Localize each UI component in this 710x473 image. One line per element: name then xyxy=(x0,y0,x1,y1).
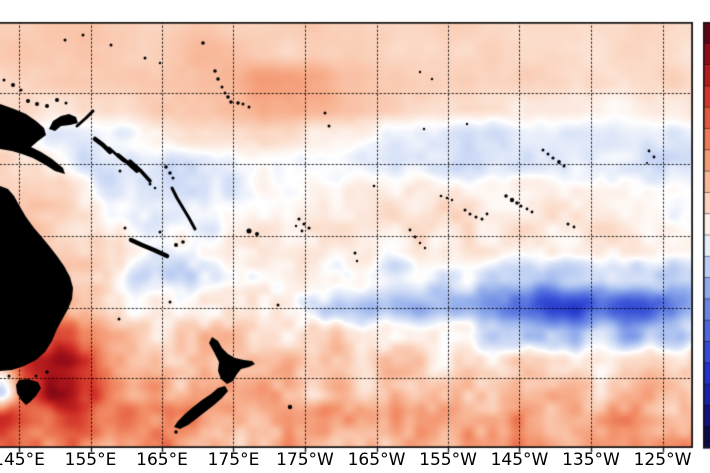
x-axis-tick-label: 145°E xyxy=(0,450,45,470)
x-axis-tick-label: 165°W xyxy=(347,450,406,470)
x-axis-tick-label: 175°E xyxy=(207,450,260,470)
x-axis-tick-label: 175°W xyxy=(276,450,334,470)
x-axis-tick-label: 125°W xyxy=(633,450,692,470)
x-axis-tick-label: 155°E xyxy=(64,450,117,470)
x-axis-tick-label: 135°W xyxy=(562,450,620,470)
x-axis-tick-label: 165°E xyxy=(136,450,188,470)
x-axis-tick-label: 145°W xyxy=(490,450,549,470)
x-axis-tick-label: 155°W xyxy=(419,450,477,470)
